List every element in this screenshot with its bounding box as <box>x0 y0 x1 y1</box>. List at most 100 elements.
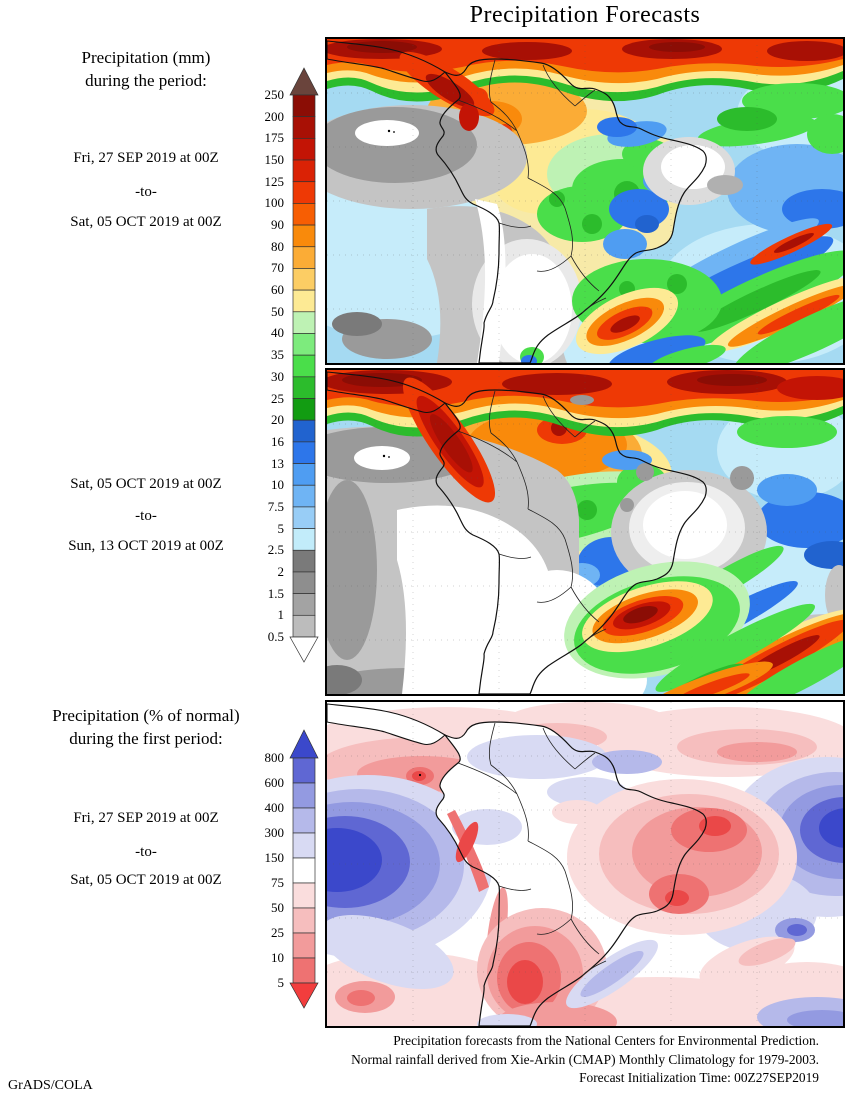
colorbar-segment <box>292 354 316 378</box>
colorbar-segment <box>292 181 316 204</box>
colorbar-tick-label: 10 <box>271 950 284 965</box>
colorbar-segment <box>292 116 316 139</box>
colorbar-segment <box>292 593 316 616</box>
grads-credit: GrADS/COLA <box>8 1078 93 1093</box>
section3-heading-line1: Precipitation (% of normal) <box>52 706 240 725</box>
colorbar-tick-label: 40 <box>271 325 284 341</box>
colorbar-tick-label: 10 <box>271 477 284 493</box>
colorbar-segment <box>292 571 316 594</box>
map3-land-anomalies <box>335 735 843 1026</box>
colorbar-segment <box>292 268 316 291</box>
section2-date-from: Sat, 05 OCT 2019 at 00Z <box>70 476 222 492</box>
section1-heading: Precipitation (mm) during the period: <box>10 46 282 92</box>
colorbar-segment <box>292 757 316 784</box>
colorbar-tick-label: 60 <box>271 282 284 298</box>
colorbar-tick-label: 200 <box>264 108 285 124</box>
section1-date-from: Fri, 27 SEP 2019 at 00Z <box>73 150 219 166</box>
colorbar-tick-label: 30 <box>271 368 284 384</box>
colorbar-tick-label: 5 <box>277 520 285 536</box>
map2-south-brazil-rain <box>564 561 843 694</box>
colorbar-tick-label: 7.5 <box>267 498 284 514</box>
colorbar-segment <box>292 289 316 313</box>
colorbar-tick-label: 13 <box>271 455 284 471</box>
section3-date-from: Fri, 27 SEP 2019 at 00Z <box>73 810 219 826</box>
colorbar-tick-label: 175 <box>264 130 285 146</box>
map1-south-brazil-rain <box>520 259 726 363</box>
colorbar-tick-label: 100 <box>264 195 285 211</box>
colorbar-tick-label: 20 <box>271 412 284 428</box>
map-panel-period1-mm <box>325 37 845 365</box>
colorbar-segment <box>292 807 316 834</box>
colorbar-tick-label: 150 <box>264 152 285 168</box>
colorbar-segment <box>292 94 316 118</box>
colorbar-segment <box>292 376 316 399</box>
colorbar-tick-label: 250 <box>264 87 285 102</box>
colorbar-segment <box>292 907 316 934</box>
footer-credits: Precipitation forecasts from the Nationa… <box>325 1032 819 1088</box>
section1-date-to: Sat, 05 OCT 2019 at 00Z <box>70 214 222 230</box>
colorbar-tick-label: 1 <box>277 607 285 623</box>
colorbar-tick-label: 2 <box>277 563 285 579</box>
colorbar-tick-label: 2.5 <box>267 542 284 558</box>
colorbar-segment <box>292 398 316 421</box>
map1-pacific-dry-zone <box>327 105 582 363</box>
colorbar-tick-label: 75 <box>271 875 284 890</box>
section3-heading: Precipitation (% of normal) during the f… <box>10 704 282 750</box>
colorbar-tick-label: 800 <box>264 750 285 765</box>
colorbar-tick-label: 300 <box>264 825 285 840</box>
colorbar-segment <box>292 882 316 909</box>
colorbar-tick-label: 125 <box>264 173 285 189</box>
colorbar-segment <box>292 957 316 984</box>
colorbar-segment <box>292 857 316 884</box>
colorbar-tick-label: 80 <box>271 238 284 254</box>
colorbar-segment <box>292 932 316 959</box>
colorbar-segment <box>292 138 316 161</box>
colorbar-tick-label: 70 <box>271 260 284 276</box>
colorbar-segment <box>292 419 316 443</box>
colorbar-segment <box>292 333 316 356</box>
colorbar-segment <box>292 311 316 334</box>
colorbar-mm-bar <box>289 67 319 663</box>
colorbar-segment <box>292 506 316 529</box>
colorbar-tick-label: 35 <box>271 347 284 363</box>
map-panel-period2-mm <box>325 368 845 696</box>
section1-heading-line1: Precipitation (mm) <box>81 48 211 67</box>
colorbar-segment <box>292 528 316 551</box>
colorbar-tick-label: 400 <box>264 800 285 815</box>
colorbar-segment <box>292 159 316 183</box>
colorbar-segment <box>292 832 316 859</box>
colorbar-segment <box>292 782 316 809</box>
section3-date-to: Sat, 05 OCT 2019 at 00Z <box>70 872 222 888</box>
colorbar-tick-label: 50 <box>271 303 284 319</box>
colorbar-tick-label: 5 <box>277 975 285 990</box>
colorbar-tick-label: 0.5 <box>267 629 284 644</box>
colorbar-tick-label: 150 <box>264 850 285 865</box>
map-percent-normal <box>327 702 843 1026</box>
section2-to-label: -to- <box>135 508 157 524</box>
section1-to-label: -to- <box>135 184 157 200</box>
colorbar-tick-label: 25 <box>271 390 284 406</box>
section2-date-to: Sun, 13 OCT 2019 at 00Z <box>68 538 224 554</box>
map-panel-percent-normal <box>325 700 845 1028</box>
colorbar-tick-label: 1.5 <box>267 585 284 601</box>
colorbar-pct-bar <box>289 729 319 1009</box>
footer-line2: Normal rainfall derived from Xie-Arkin (… <box>351 1051 819 1067</box>
colorbar-segment <box>292 246 316 269</box>
section3-to-label: -to- <box>135 844 157 860</box>
colorbar-segment <box>292 614 316 638</box>
colorbar-tick-label: 90 <box>271 217 284 233</box>
colorbar-segment <box>292 203 316 226</box>
colorbar-segment <box>292 224 316 248</box>
section1-heading-line2: during the period: <box>85 71 207 90</box>
colorbar-segment <box>292 549 316 573</box>
colorbar-tick-label: 600 <box>264 775 285 790</box>
page-title: Precipitation Forecasts <box>469 2 701 28</box>
footer-line3: Forecast Initialization Time: 00Z27SEP20… <box>579 1070 819 1086</box>
colorbar-segment <box>292 484 316 508</box>
colorbar-tick-label: 50 <box>271 900 284 915</box>
map-period2-mm <box>327 370 843 694</box>
map2-pacific-dry-zone <box>327 426 647 694</box>
colorbar-tick-label: 25 <box>271 925 284 940</box>
colorbar-tick-label: 16 <box>271 433 284 449</box>
